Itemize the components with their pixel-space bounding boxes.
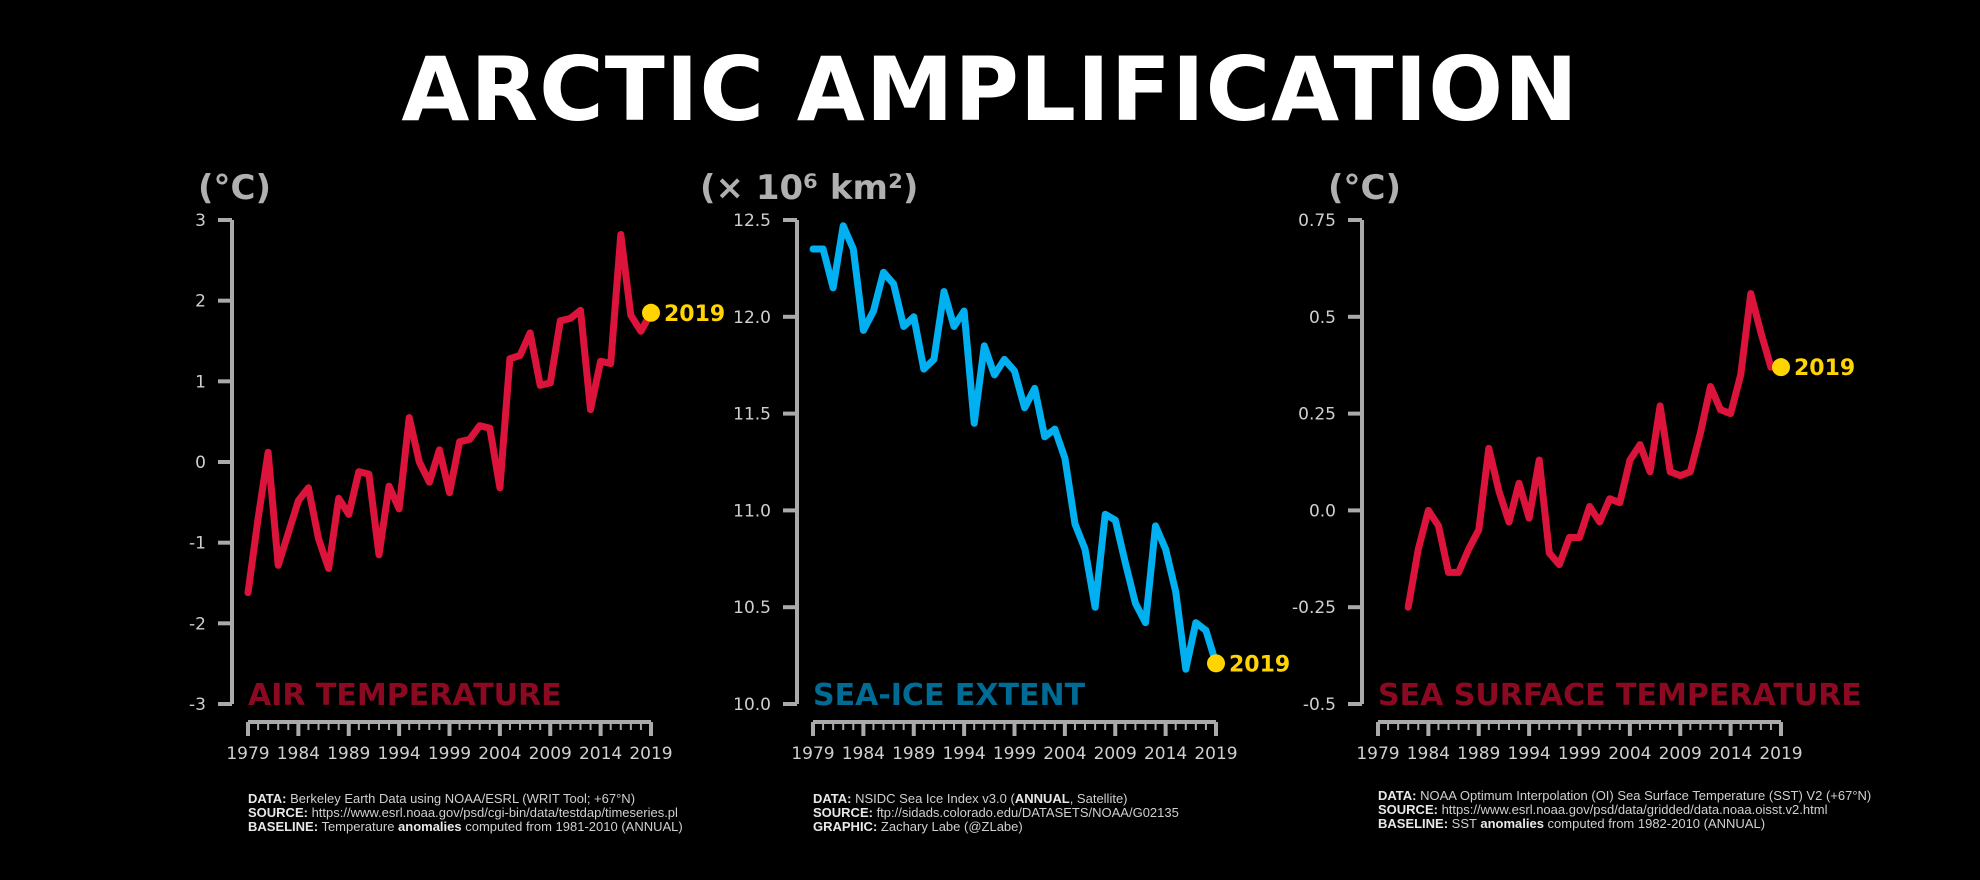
y-tick-label: 3 — [195, 211, 206, 231]
x-tick-label: 2004 — [1043, 744, 1086, 764]
credit-key: DATA: — [813, 791, 852, 806]
x-tick-label: 2019 — [1759, 744, 1802, 764]
x-tick-label: 1994 — [1507, 744, 1550, 764]
highlight-label: 2019 — [1229, 652, 1290, 677]
credit-key: SOURCE: — [813, 805, 873, 820]
x-tick-label: 1989 — [892, 744, 935, 764]
credit-line: SOURCE: ftp://sidads.colorado.edu/DATASE… — [813, 805, 1179, 820]
x-tick-label: 1979 — [1356, 744, 1399, 764]
credit-line: GRAPHIC: Zachary Labe (@ZLabe) — [813, 819, 1023, 834]
y-tick-label: 12.5 — [733, 211, 771, 231]
x-tick-label: 1994 — [377, 744, 420, 764]
y-tick-label: 10.0 — [733, 695, 771, 715]
highlight-point — [1772, 358, 1790, 377]
y-tick-label: -2 — [189, 614, 206, 634]
units-label: (°C) — [198, 168, 271, 208]
x-tick-label: 1999 — [428, 744, 471, 764]
x-tick-label: 1984 — [1407, 744, 1450, 764]
panel-label-ice: SEA-ICE EXTENT — [813, 678, 1086, 713]
x-tick-label: 2019 — [1194, 744, 1237, 764]
highlight-point — [1207, 654, 1225, 673]
x-tick-label: 1989 — [1457, 744, 1500, 764]
credits-air-temperature: DATA: Berkeley Earth Data using NOAA/ESR… — [248, 792, 683, 834]
highlight-label: 2019 — [664, 302, 725, 327]
units-label: (°C) — [1328, 168, 1401, 208]
x-tick-label: 1989 — [327, 744, 370, 764]
x-tick-label: 1979 — [791, 744, 834, 764]
x-tick-label: 1999 — [1558, 744, 1601, 764]
x-tick-label: 2004 — [1608, 744, 1651, 764]
units-label: (× 10⁶ km²) — [700, 168, 918, 208]
credit-key: SOURCE: — [248, 805, 308, 820]
y-tick-label: 10.5 — [733, 598, 771, 618]
credits-sea-ice: DATA: NSIDC Sea Ice Index v3.0 (ANNUAL, … — [813, 792, 1179, 834]
highlight-point — [642, 303, 660, 322]
credit-key: GRAPHIC: — [813, 819, 878, 834]
credit-emphasis: anomalies — [398, 819, 462, 834]
credit-key: BASELINE: — [1378, 816, 1449, 831]
credit-line: SOURCE: https://www.esrl.noaa.gov/psd/da… — [1378, 802, 1828, 817]
credit-line: SOURCE: https://www.esrl.noaa.gov/psd/cg… — [248, 805, 678, 820]
credit-line: DATA: NSIDC Sea Ice Index v3.0 (ANNUAL, … — [813, 791, 1128, 806]
series-line-ice — [809, 222, 1220, 673]
panel-sst: (°C) 0.75 0.5 0.25 0.0 -0.25 -0.5 1979 1984 1989 1… — [1292, 168, 1862, 764]
x-tick-label: 1999 — [993, 744, 1036, 764]
y-tick-label: 0.75 — [1298, 211, 1336, 231]
y-tick-label: -0.25 — [1292, 598, 1336, 618]
y-tick-label: 11.0 — [733, 501, 771, 521]
credit-line: BASELINE: SST anomalies computed from 19… — [1378, 816, 1766, 831]
x-tick-label: 2009 — [529, 744, 572, 764]
credit-key: DATA: — [1378, 788, 1417, 803]
credit-emphasis: anomalies — [1480, 816, 1544, 831]
x-tick-label: 2014 — [1709, 744, 1752, 764]
highlight-label: 2019 — [1794, 356, 1855, 381]
y-tick-label: -1 — [189, 534, 206, 554]
y-tick-label: 0.0 — [1309, 501, 1336, 521]
x-tick-label: 1979 — [226, 744, 269, 764]
credit-key: SOURCE: — [1378, 802, 1438, 817]
panel-ice: (× 10⁶ km²) 12.5 12.0 11.5 11.0 10.5 10.0 1979 1… — [700, 168, 1290, 764]
x-tick-label: 2004 — [478, 744, 521, 764]
credits-sst: DATA: NOAA Optimum Interpolation (OI) Se… — [1378, 789, 1871, 831]
panel-label-sst: SEA SURFACE TEMPERATURE — [1378, 678, 1862, 713]
x-tick-label: 1994 — [942, 744, 985, 764]
x-tick-label: 2009 — [1094, 744, 1137, 764]
panel-label-air: AIR TEMPERATURE — [248, 678, 562, 713]
credit-line: DATA: Berkeley Earth Data using NOAA/ESR… — [248, 791, 636, 806]
y-tick-label: -3 — [189, 695, 206, 715]
y-tick-label: 1 — [195, 372, 206, 392]
credit-key: DATA: — [248, 791, 287, 806]
credit-line: BASELINE: Temperature anomalies computed… — [248, 819, 683, 834]
y-tick-label: 2 — [195, 292, 206, 312]
page-title: ARCTIC AMPLIFICATION — [401, 38, 1579, 141]
y-tick-label: 0.5 — [1309, 308, 1336, 328]
series-line-sst — [1404, 290, 1785, 611]
y-tick-label: 11.5 — [733, 405, 771, 425]
x-tick-label: 1984 — [842, 744, 885, 764]
y-tick-label: -0.5 — [1303, 695, 1336, 715]
credit-line: DATA: NOAA Optimum Interpolation (OI) Se… — [1378, 788, 1872, 803]
x-tick-label: 2014 — [1144, 744, 1187, 764]
x-tick-label: 1984 — [277, 744, 320, 764]
x-tick-label: 2014 — [579, 744, 622, 764]
y-tick-label: 0 — [195, 453, 206, 473]
x-tick-label: 2019 — [629, 744, 672, 764]
panel-air: (°C) 3 2 1 0 -1 -2 -3 1979 1984 1989 1994 1999 2004 20… — [189, 168, 725, 764]
x-tick-label: 2009 — [1659, 744, 1702, 764]
credit-emphasis: ANNUAL — [1014, 791, 1070, 806]
series-line-air — [244, 231, 655, 597]
y-tick-label: 0.25 — [1298, 405, 1336, 425]
y-tick-label: 12.0 — [733, 308, 771, 328]
credit-key: BASELINE: — [248, 819, 319, 834]
